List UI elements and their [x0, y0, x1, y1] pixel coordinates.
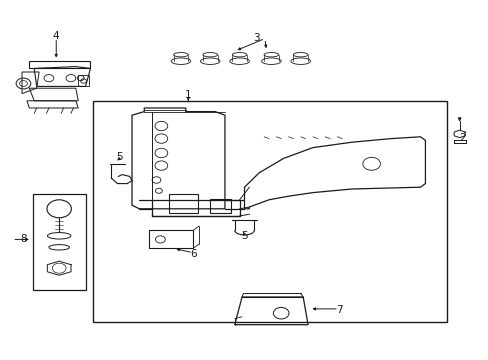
Bar — [149, 230, 193, 248]
Text: 7: 7 — [336, 305, 343, 315]
Bar — [168, 194, 198, 213]
Text: 3: 3 — [253, 33, 260, 43]
Text: 1: 1 — [184, 90, 191, 100]
Text: 8: 8 — [20, 234, 27, 244]
Text: 4: 4 — [53, 31, 60, 41]
Text: 5: 5 — [116, 152, 123, 162]
Text: 6: 6 — [189, 249, 196, 259]
Text: 5: 5 — [241, 231, 247, 241]
Bar — [33, 194, 85, 290]
Bar — [93, 101, 447, 322]
Bar — [210, 199, 230, 213]
Text: 2: 2 — [458, 132, 465, 143]
Bar — [78, 75, 89, 86]
